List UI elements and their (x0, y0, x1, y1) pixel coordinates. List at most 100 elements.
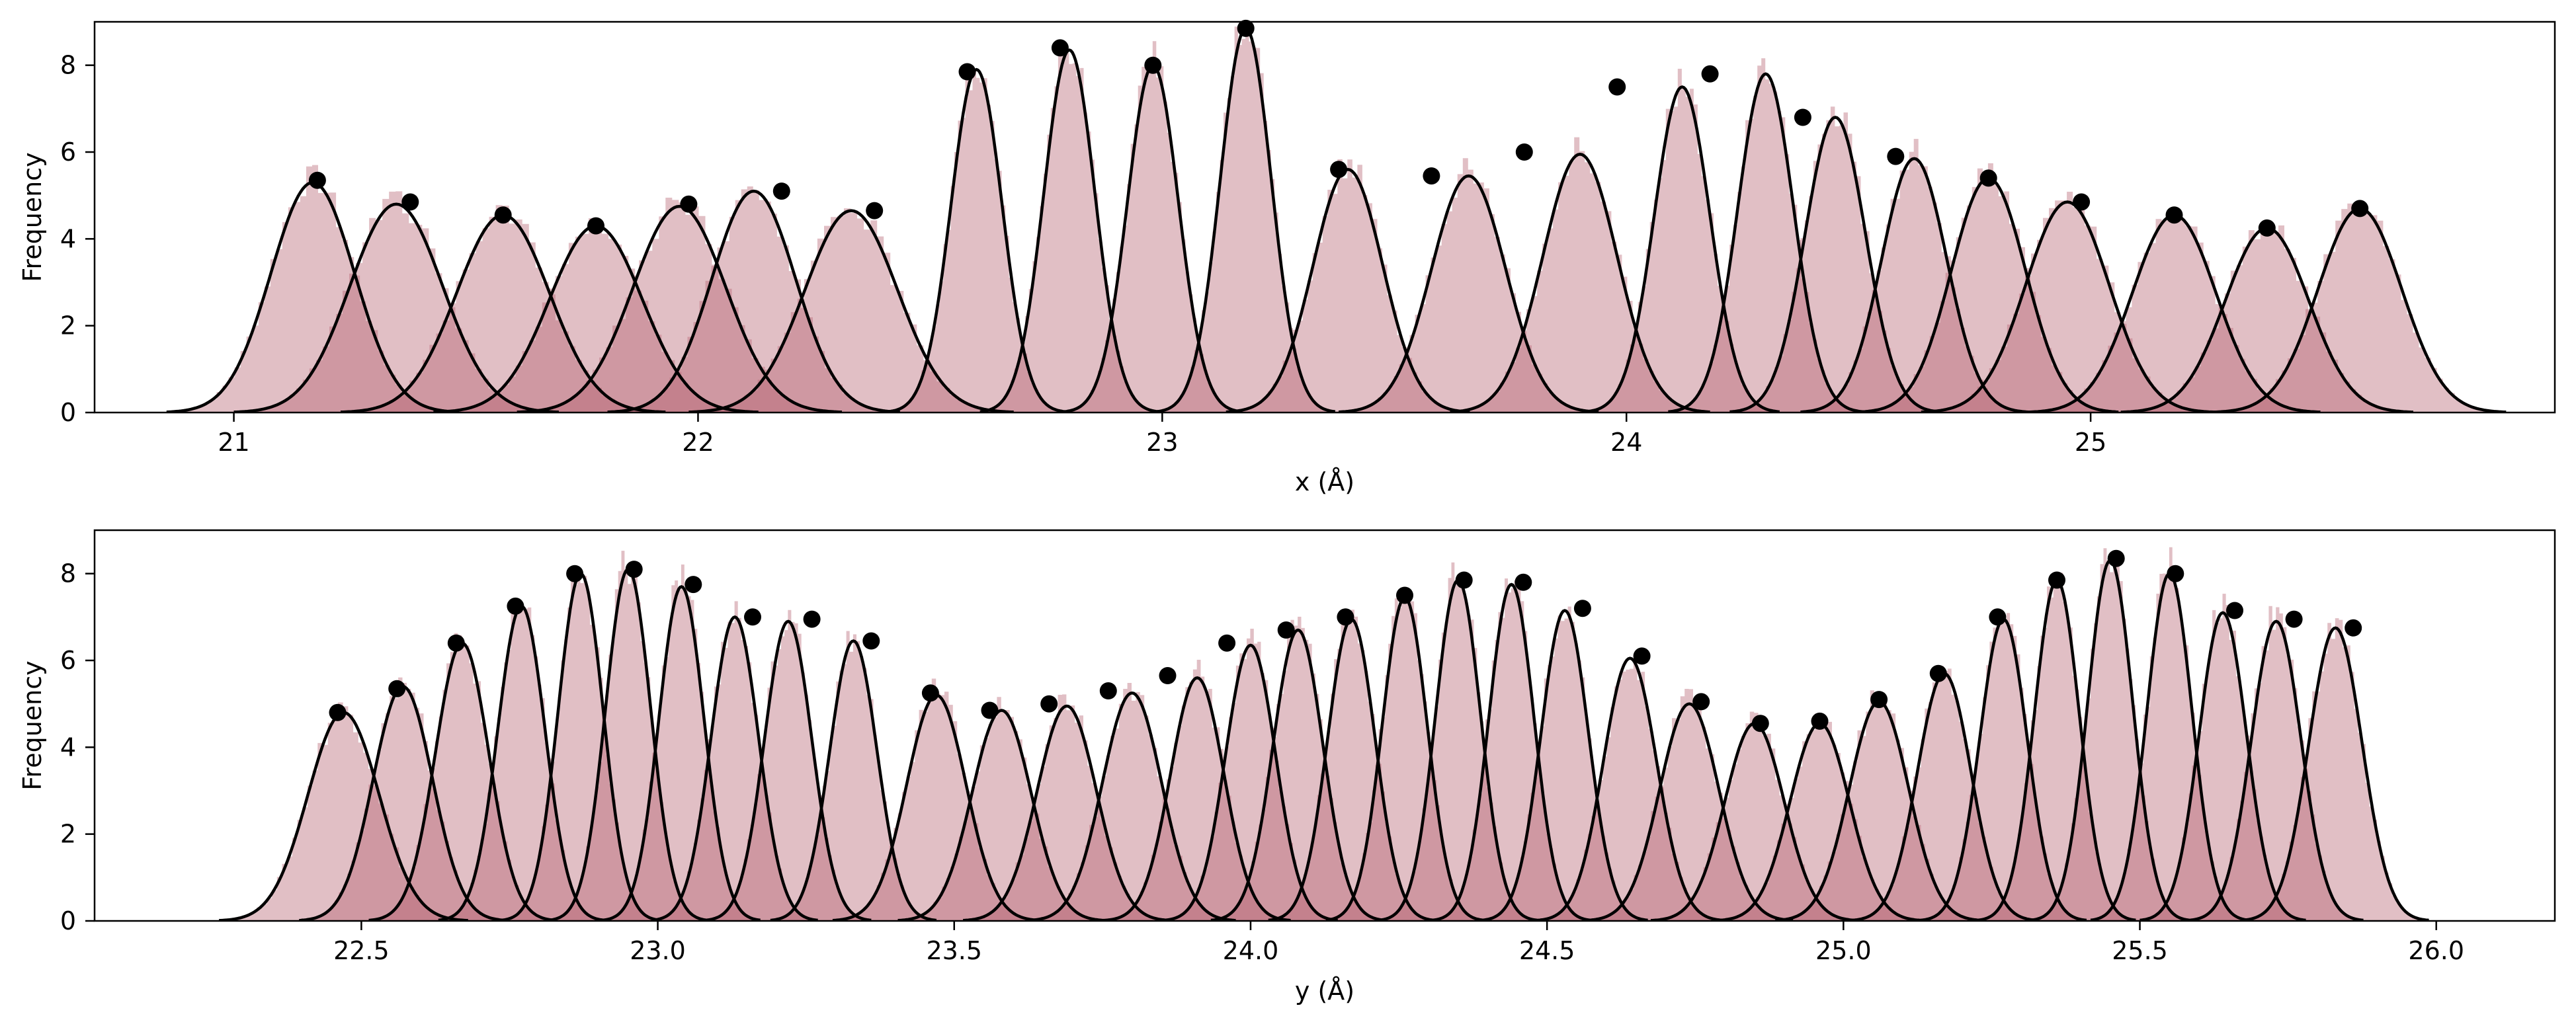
y-tick-label: 0 (60, 906, 76, 935)
peak-marker (1929, 664, 1947, 682)
peak-marker (981, 701, 999, 719)
gaussian-fit-curve (770, 639, 937, 921)
peak-marker (329, 703, 347, 721)
peak-marker (1701, 65, 1719, 83)
x-tick-label: 23.5 (926, 936, 982, 965)
histogram-bars (554, 551, 705, 921)
peak-marker (1811, 712, 1829, 730)
histogram-bars (2194, 606, 2362, 921)
gaussian-fit-curve (2242, 626, 2429, 921)
histogram-bars (2129, 224, 2410, 413)
gaussian-fit-curve (607, 189, 900, 413)
gaussian-fit-curve (705, 619, 872, 921)
gaussian-fit-curve (979, 48, 1159, 413)
peak-marker (2048, 571, 2065, 589)
y-axis-label: Frequency (18, 660, 47, 790)
x-axis-label: y (Å) (1295, 976, 1354, 1006)
peak-marker-layer (308, 19, 2369, 237)
histogram-bars (1068, 41, 1241, 413)
x-tick-label: 22.5 (333, 936, 390, 965)
histogram-bars (698, 208, 1010, 413)
plot-frame (93, 20, 2556, 414)
gaussian-fit-curve (1536, 656, 1724, 921)
histogram-bars (775, 631, 935, 921)
gaussian-fit-curve (517, 204, 843, 413)
peak-marker (1870, 691, 1888, 709)
peak-marker (388, 680, 406, 697)
x-tick-label: 23.0 (630, 936, 686, 965)
gaussian-fit-curve (1668, 72, 1864, 413)
gaussian-fit-curve (1921, 200, 2214, 413)
histogram-bars (1168, 629, 1336, 921)
gaussian-fit-curve (963, 704, 1171, 921)
peak-marker (1692, 693, 1710, 711)
gaussian-fit-curve (1432, 582, 1591, 921)
peak-marker (958, 63, 976, 81)
histogram-bars (1856, 666, 2036, 921)
y-tick-label: 6 (60, 646, 76, 675)
y-tick-label: 2 (60, 820, 76, 849)
peak-marker (1330, 161, 1348, 178)
peak-marker (1573, 600, 1591, 617)
gaussian-fit-curve (887, 67, 1066, 413)
gaussian-fit-curve (651, 615, 818, 921)
peak-marker (2167, 565, 2184, 582)
histogram-bars (1591, 689, 1791, 921)
peak-marker (2073, 193, 2091, 211)
peak-marker (401, 193, 419, 211)
peak-marker (1099, 682, 1117, 699)
plot-frame (93, 529, 2556, 922)
peak-marker (1144, 56, 1162, 74)
x-tick-label: 21 (218, 428, 249, 457)
peak-marker (685, 576, 702, 594)
peak-marker (1887, 147, 1905, 165)
y-tick-label: 8 (60, 51, 76, 80)
peak-marker (1040, 695, 1058, 713)
peak-marker (2258, 219, 2276, 237)
histogram-bars (1034, 683, 1233, 921)
gaussian-fit-curve (688, 209, 1014, 413)
x-tick-label: 22 (682, 428, 714, 457)
peak-marker-layer (329, 549, 2362, 732)
peak-marker (866, 202, 884, 219)
peak-marker (1237, 19, 1255, 37)
peak-marker (1515, 143, 1533, 161)
peak-marker (1159, 667, 1177, 684)
peak-marker (447, 634, 465, 652)
histogram-bars (1273, 610, 1433, 921)
histogram-bars (1457, 137, 1707, 413)
peak-marker (1979, 169, 1997, 187)
gaussian-fit-curve (1163, 643, 1338, 921)
histogram-bars (656, 601, 816, 921)
gaussian-fit-curve (1585, 702, 1794, 921)
histogram-bars (1384, 562, 1535, 921)
histogram-bars (1233, 159, 1467, 413)
histogram-bars (243, 191, 555, 413)
histogram-bars (1807, 139, 2026, 413)
y-tick-label: 2 (60, 311, 76, 340)
histogram-bars (1722, 713, 1921, 921)
peak-marker (1337, 608, 1354, 626)
peak-marker (1794, 108, 1811, 126)
peak-marker (625, 561, 643, 578)
peak-marker (1455, 571, 1473, 589)
y-axis-ticks: 0 2 4 6 8 (60, 559, 95, 935)
peak-marker (1218, 634, 1236, 652)
histogram-bars (1866, 163, 2116, 413)
histogram-bars (1929, 192, 2210, 413)
gaussian-fit-curve (1028, 692, 1236, 921)
gaussian-fit-curve (2140, 611, 2306, 921)
x-axis-label: x (Å) (1295, 467, 1354, 496)
peak-marker (2285, 610, 2303, 628)
x-tick-label: 24 (1610, 428, 1642, 457)
peak-marker (2165, 206, 2183, 224)
gaussian-fit-curve (1210, 628, 1386, 921)
peak-marker (862, 632, 880, 650)
peak-marker (1396, 586, 1413, 604)
peak-marker (744, 608, 761, 626)
histogram-bars (175, 165, 456, 413)
peak-marker (772, 182, 790, 200)
gaussian-fit-curve (233, 202, 559, 413)
